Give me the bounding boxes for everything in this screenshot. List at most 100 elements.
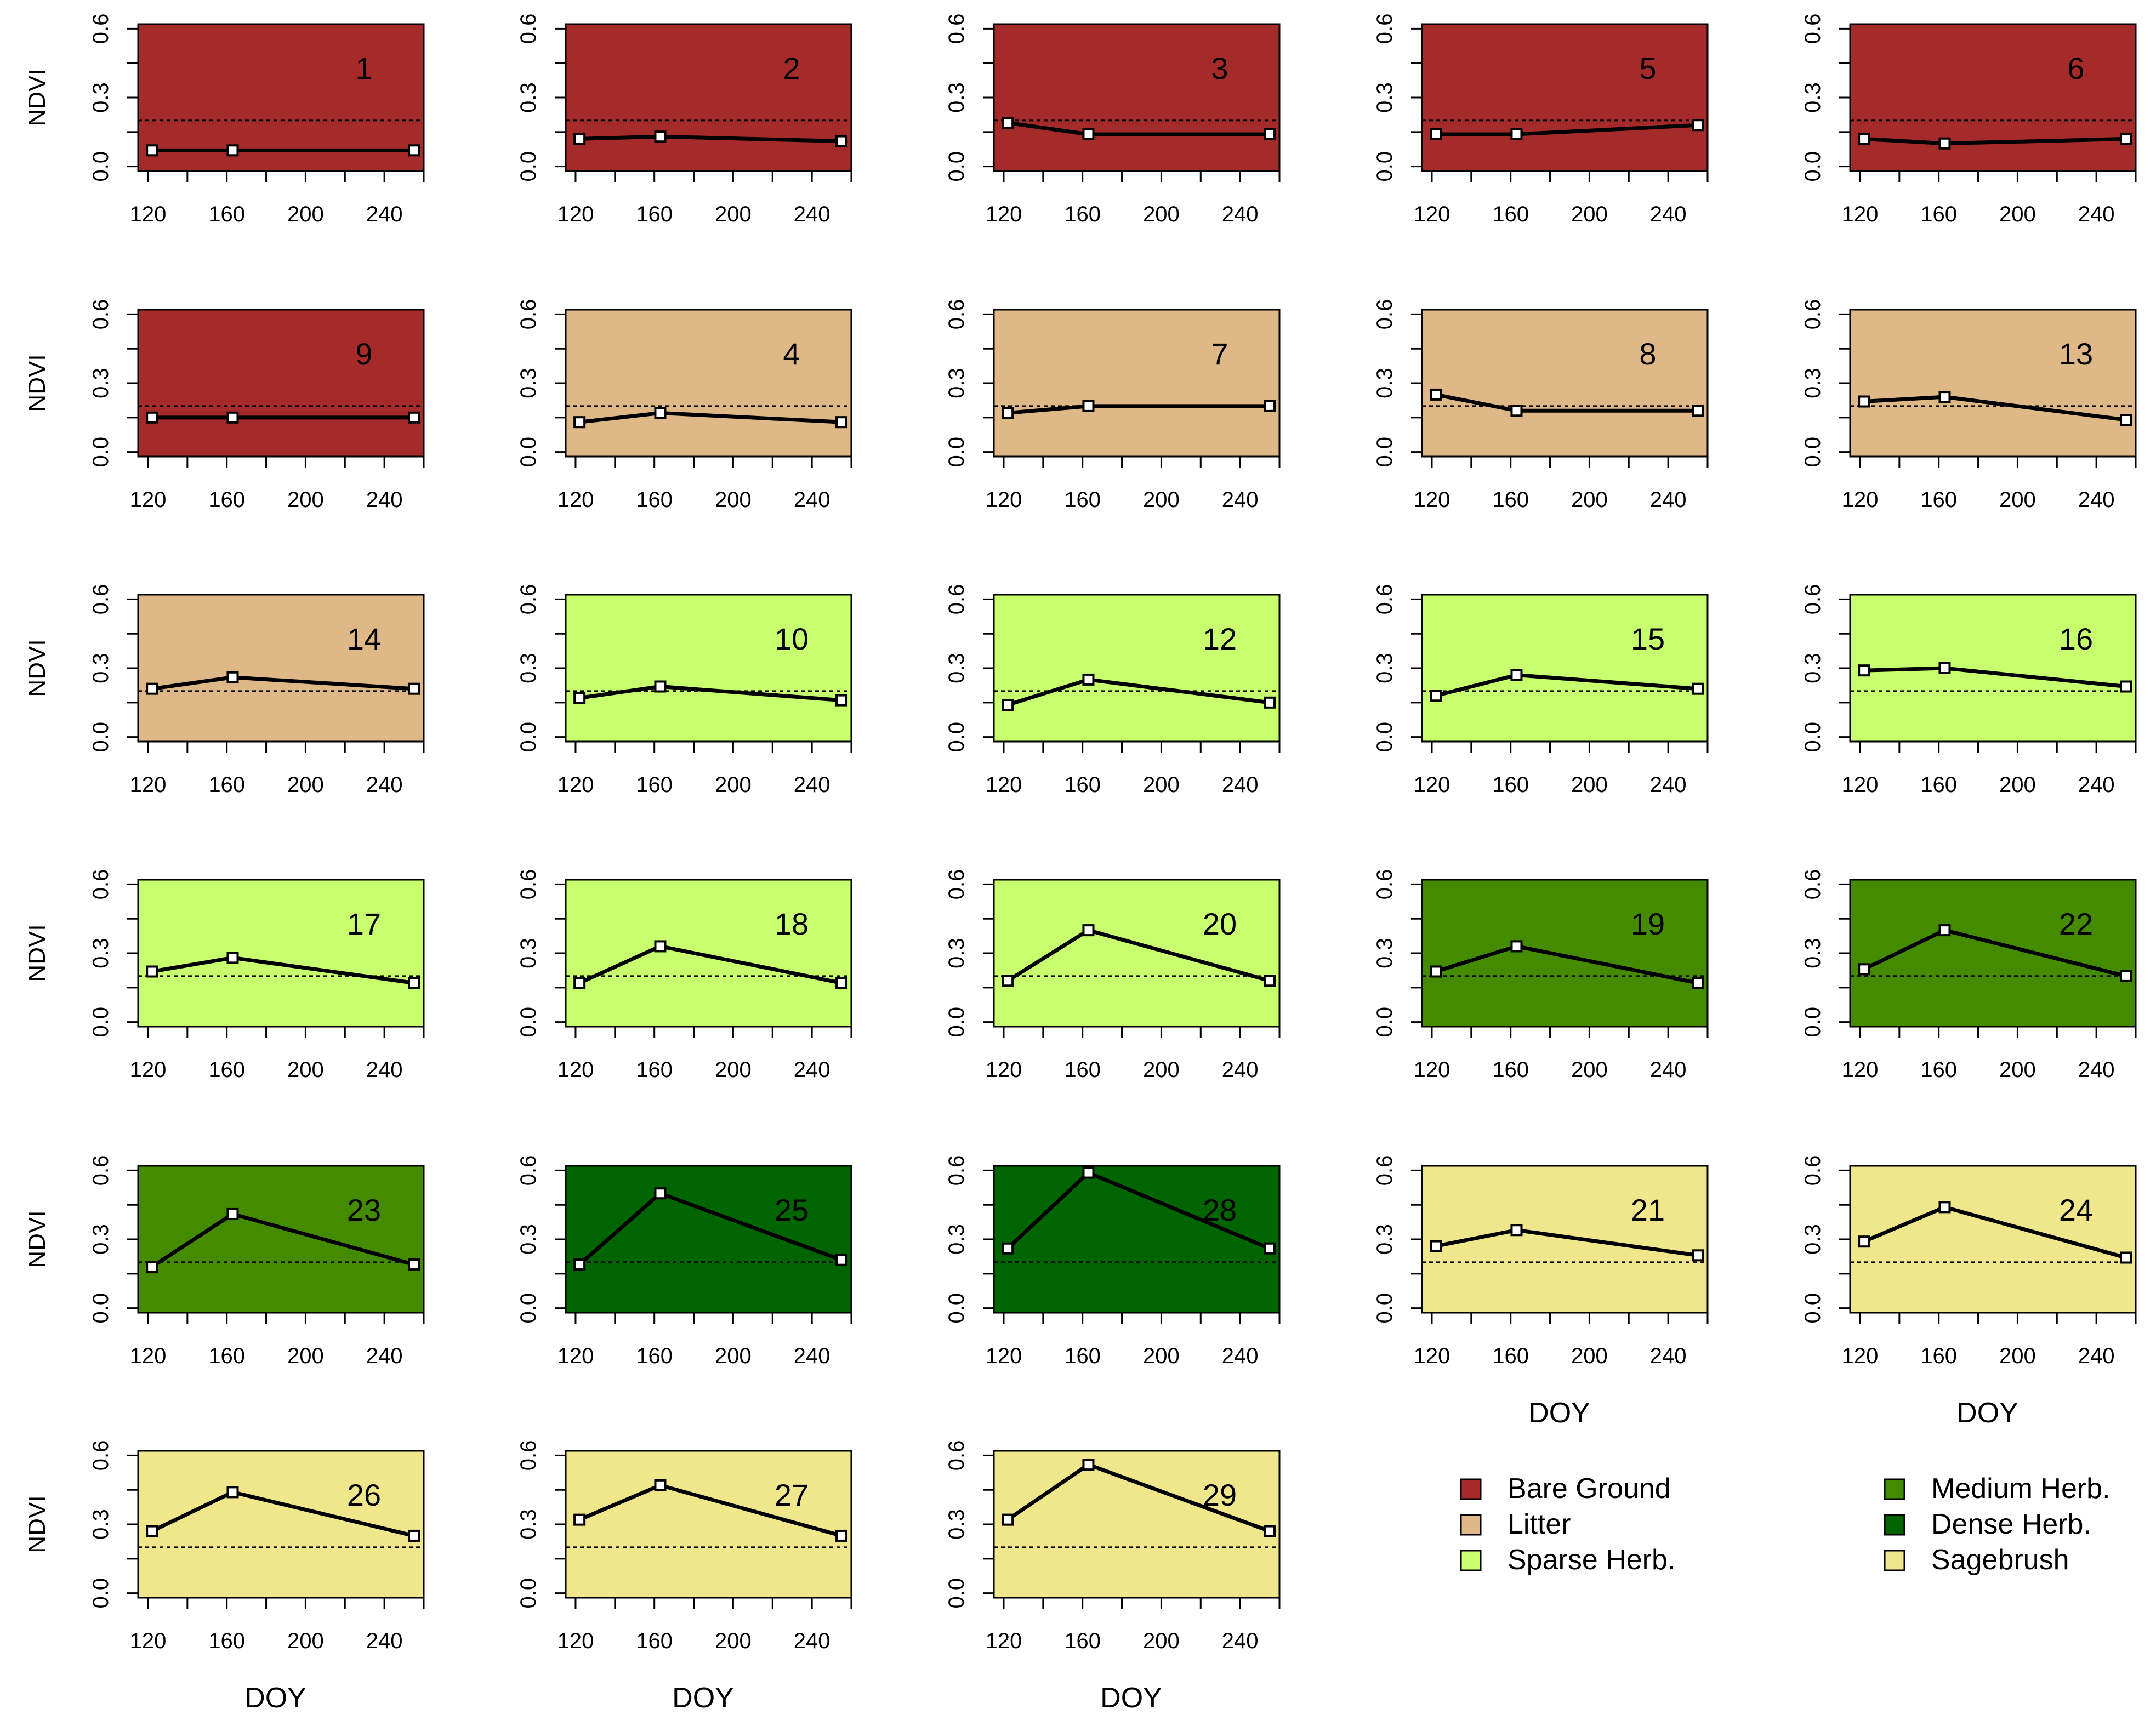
data-point	[1510, 1224, 1523, 1237]
y-tick-label: 0.3	[945, 653, 969, 683]
panel-10: 10 120 160 200 240 0.0 0.3 0.6	[516, 584, 852, 797]
panel-label: 21	[1631, 1193, 1665, 1227]
y-axis-title: NDVI	[24, 1210, 50, 1268]
x-tick-label: 120	[1414, 1344, 1450, 1368]
panel-12: 12 120 160 200 240 0.0 0.3 0.6	[945, 584, 1281, 797]
y-tick-label: 0.6	[1801, 584, 1825, 615]
x-tick-label: 200	[1571, 1344, 1608, 1368]
panel-label: 9	[355, 337, 372, 371]
data-point	[1430, 1240, 1442, 1252]
y-tick-label: 0.0	[945, 722, 969, 753]
panel-label: 5	[1639, 51, 1656, 86]
y-tick-label: 0.6	[945, 1155, 969, 1186]
panel-14: 14 120 160 200 240 0.0 0.3 0.6 NDVI	[24, 584, 425, 797]
panel-background	[993, 879, 1281, 1028]
y-tick-label: 0.0	[945, 1578, 969, 1609]
y-tick-label: 0.6	[89, 14, 113, 44]
x-tick-label: 120	[986, 488, 1022, 512]
panel-label: 25	[775, 1193, 809, 1227]
x-tick-label: 200	[1999, 488, 2036, 512]
x-tick-label: 240	[794, 1629, 830, 1653]
y-tick-label: 0.3	[516, 368, 541, 398]
y-tick-label: 0.6	[1373, 1155, 1397, 1186]
data-point	[408, 977, 420, 989]
x-tick-label: 160	[1920, 202, 1957, 226]
y-tick-label: 0.6	[516, 1440, 541, 1471]
panel-21: 21 120 160 200 240 0.0 0.3 0.6 DOY	[1373, 1155, 1709, 1429]
y-tick-label: 0.0	[1373, 1007, 1397, 1038]
legend-label: Dense Herb.	[1931, 1508, 2091, 1540]
x-tick-label: 200	[1999, 202, 2036, 226]
x-tick-label: 200	[715, 773, 752, 797]
panel-20: 20 120 160 200 240 0.0 0.3 0.6	[945, 869, 1281, 1082]
legend-swatch	[1460, 1550, 1482, 1571]
x-tick-label: 200	[1143, 1629, 1180, 1653]
data-point	[1082, 924, 1095, 937]
x-tick-label: 120	[1842, 1058, 1879, 1082]
y-tick-label: 0.3	[1373, 938, 1397, 969]
x-tick-label: 120	[558, 1629, 594, 1653]
panel-17: 17 120 160 200 240 0.0 0.3 0.6 NDVI	[24, 869, 425, 1082]
data-point	[1858, 133, 1870, 145]
y-tick-label: 0.0	[516, 722, 541, 753]
y-tick-label: 0.0	[516, 151, 541, 182]
data-point	[654, 940, 667, 953]
panel-5: 5 120 160 200 240 0.0 0.3 0.6	[1373, 14, 1709, 226]
x-tick-label: 240	[2078, 773, 2115, 797]
x-tick-label: 160	[636, 202, 673, 226]
legend-label: Sparse Herb.	[1508, 1544, 1675, 1576]
data-point	[1082, 400, 1095, 412]
x-tick-label: 160	[208, 1344, 245, 1368]
x-tick-label: 200	[1143, 202, 1180, 226]
data-point	[1510, 940, 1523, 953]
data-point	[1858, 1235, 1870, 1248]
y-tick-label: 0.6	[1801, 14, 1825, 44]
data-point	[1938, 924, 1951, 937]
panel-label: 26	[347, 1478, 381, 1512]
data-point	[835, 1254, 848, 1266]
x-tick-label: 160	[1920, 1058, 1957, 1082]
panel-label: 19	[1631, 907, 1665, 941]
x-tick-label: 240	[2078, 1344, 2115, 1368]
y-tick-label: 0.3	[516, 1509, 541, 1540]
legend-swatch	[1460, 1478, 1482, 1500]
panel-label: 3	[1211, 51, 1228, 86]
data-point	[1510, 669, 1523, 681]
x-tick-label: 120	[558, 202, 594, 226]
x-tick-label: 200	[1999, 773, 2036, 797]
y-tick-label: 0.6	[1373, 14, 1397, 44]
y-tick-label: 0.3	[1801, 1224, 1825, 1255]
x-tick-label: 160	[208, 1629, 245, 1653]
x-tick-label: 200	[1571, 202, 1608, 226]
y-tick-label: 0.0	[89, 437, 113, 468]
panel-label: 17	[347, 907, 381, 941]
x-tick-label: 120	[986, 202, 1022, 226]
panel-label: 29	[1203, 1478, 1237, 1512]
x-tick-label: 120	[1842, 1344, 1879, 1368]
data-point	[1938, 662, 1951, 674]
data-point	[573, 1513, 586, 1526]
data-point	[146, 411, 158, 424]
data-point	[1082, 1166, 1095, 1179]
x-tick-label: 120	[130, 1629, 167, 1653]
x-tick-label: 200	[287, 202, 324, 226]
y-tick-label: 0.6	[945, 869, 969, 900]
x-tick-label: 200	[287, 488, 324, 512]
data-point	[1510, 128, 1523, 140]
y-tick-label: 0.0	[89, 722, 113, 753]
data-point	[1938, 137, 1951, 150]
panel-background	[137, 23, 425, 172]
panel-background	[137, 594, 425, 743]
panel-background	[993, 309, 1281, 458]
data-point	[2120, 680, 2132, 693]
x-tick-label: 200	[1571, 1058, 1608, 1082]
y-tick-label: 0.6	[89, 1155, 113, 1186]
panel-label: 15	[1631, 622, 1665, 656]
x-tick-label: 200	[1999, 1344, 2036, 1368]
data-point	[654, 680, 667, 693]
x-tick-label: 120	[1414, 773, 1450, 797]
panel-19: 19 120 160 200 240 0.0 0.3 0.6	[1373, 869, 1709, 1082]
x-tick-label: 120	[1414, 1058, 1450, 1082]
y-tick-label: 0.0	[1373, 1293, 1397, 1324]
data-point	[1430, 388, 1442, 401]
